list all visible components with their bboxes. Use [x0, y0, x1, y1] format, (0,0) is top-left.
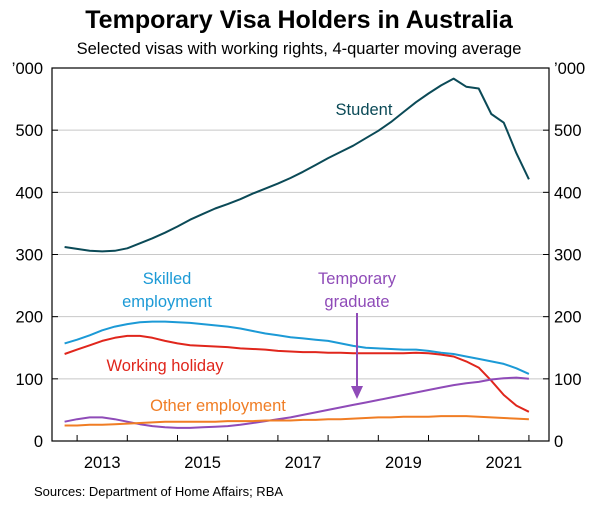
annotation-arrow-head: [351, 386, 363, 399]
series-line-working-holiday: [64, 334, 530, 413]
y-tick-left-200: 200: [15, 309, 43, 327]
series-line-other-employment: [64, 415, 529, 427]
x-tick-2015: 2015: [184, 454, 221, 472]
series-label-other-employment: Other employment: [150, 397, 286, 415]
axis-ticks: 0 0 100 100 200 200 300 300 400 400 500 500 ’000 ’000…: [12, 60, 585, 472]
y-tick-left-300: 300: [15, 247, 43, 265]
chart-subtitle: Selected visas with working rights, 4-qu…: [76, 40, 522, 58]
y-tick-right-400: 400: [554, 184, 582, 202]
x-tick-2017: 2017: [285, 454, 322, 472]
x-tick-2021: 2021: [485, 454, 522, 472]
y-tick-right-100: 100: [554, 371, 582, 389]
y-tick-right-300: 300: [554, 247, 582, 265]
series-label-temporary-graduate-2: graduate: [324, 293, 389, 311]
y-tick-left-100: 100: [15, 371, 43, 389]
series-line-skilled-employment: [64, 320, 530, 375]
y-tick-left-500: 500: [15, 122, 43, 140]
y-tick-right-500: 500: [554, 122, 582, 140]
series-label-working-holiday: Working holiday: [106, 357, 224, 375]
chart-title: Temporary Visa Holders in Australia: [85, 6, 513, 34]
series-label-skilled-employment-1: Skilled: [143, 270, 192, 288]
series-lines: [64, 77, 530, 429]
series-label-skilled-employment-2: employment: [122, 293, 212, 311]
gridlines: [52, 129, 549, 380]
series-label-student: Student: [336, 101, 393, 119]
y-unit-left: ’000: [12, 60, 43, 78]
series-labels: Student Skilled employment Working holiday T…: [106, 101, 396, 415]
source-note: Sources: Department of Home Affairs; RBA: [34, 484, 284, 499]
y-tick-left-400: 400: [15, 184, 43, 202]
x-tick-2013: 2013: [84, 454, 121, 472]
series-line-temporary-graduate: [64, 376, 529, 429]
y-tick-left-0: 0: [34, 433, 43, 451]
series-label-temporary-graduate-1: Temporary: [318, 270, 397, 288]
y-unit-right: ’000: [554, 60, 585, 78]
series-line-student: [64, 77, 530, 253]
y-tick-right-200: 200: [554, 309, 582, 327]
x-tick-2019: 2019: [385, 454, 422, 472]
y-tick-right-0: 0: [554, 433, 563, 451]
